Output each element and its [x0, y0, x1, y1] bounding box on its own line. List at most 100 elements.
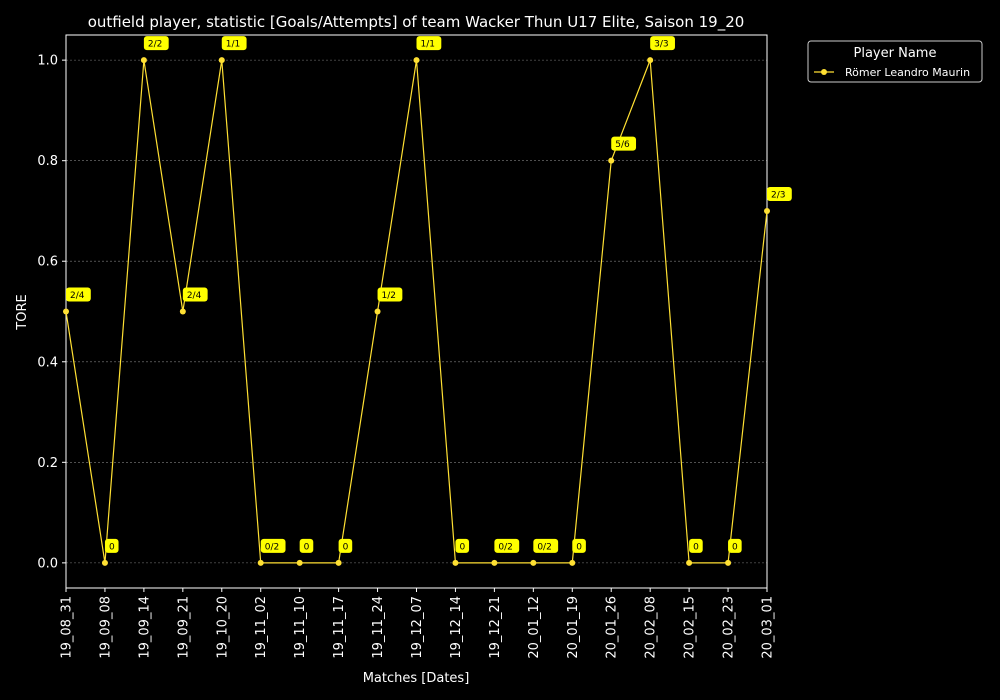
x-tick-label: 19_12_21 [488, 596, 503, 659]
data-label-text: 2/4 [187, 291, 202, 301]
data-label-box [66, 287, 91, 302]
data-label-box [572, 538, 586, 553]
x-tick-label: 20_03_01 [761, 596, 776, 659]
data-label: 5/6 [611, 136, 637, 151]
legend-box [807, 40, 983, 83]
data-label: 0 [455, 538, 470, 553]
y-axis: 0.0 0.2 0.4 0.6 0.8 1.0 [37, 54, 66, 571]
x-tick-label: 19_10_20 [215, 596, 230, 659]
chart-title: outfield player, statistic [Goals/Attemp… [88, 13, 745, 32]
data-label-text: 1/1 [226, 40, 240, 50]
data-label: 0 [338, 538, 353, 553]
data-label-box [650, 36, 675, 51]
data-label-box [143, 36, 169, 51]
annotation-layer: 2/4 0 2/2 2/4 1/1 0/2 0 0 1/2 1/1 0 0/2 0/2 0 5/6 3/3 0 0… [66, 36, 792, 553]
data-label-text: 0 [459, 542, 465, 552]
data-point [686, 559, 693, 566]
data-label-box [182, 287, 208, 302]
x-tick-label: 20_02_15 [683, 596, 698, 659]
data-label: 1/2 [377, 287, 403, 302]
data-point [764, 207, 770, 214]
x-tick-label: 19_11_02 [254, 596, 269, 659]
data-label-box [260, 538, 286, 553]
data-label: 1/1 [221, 36, 247, 51]
y-tick-label: 0.6 [37, 255, 58, 270]
data-label-text: 0 [732, 542, 738, 552]
data-point [452, 559, 459, 566]
data-label-box [338, 538, 353, 553]
data-label: 2/4 [182, 287, 208, 302]
data-point [608, 157, 615, 164]
data-label-text: 2/2 [148, 40, 162, 50]
data-label-text: 0/2 [498, 542, 512, 552]
data-point [569, 559, 576, 566]
x-tick-label: 20_01_12 [527, 596, 542, 659]
data-point [218, 57, 225, 64]
data-label: 2/2 [143, 36, 169, 51]
data-label: 0 [689, 538, 703, 553]
x-axis-label: Matches [Dates] [363, 671, 470, 686]
data-label-box [533, 538, 559, 553]
data-label: 2/3 [767, 186, 792, 201]
data-label-text: 0/2 [265, 542, 279, 552]
x-tick-label: 19_09_08 [98, 596, 113, 659]
data-label-text: 2/4 [70, 291, 85, 301]
series-line [65, 59, 768, 564]
data-point [374, 308, 381, 315]
data-point [335, 559, 342, 566]
x-tick-label: 19_08_31 [60, 596, 75, 659]
data-point [491, 559, 498, 566]
data-label-box [104, 538, 119, 553]
x-tick-label: 20_02_08 [644, 596, 659, 659]
data-label: 0 [572, 538, 586, 553]
data-label-text: 1/1 [421, 40, 435, 50]
data-point [63, 308, 69, 315]
data-label: 0/2 [533, 538, 559, 553]
data-label-box [377, 287, 403, 302]
legend-series-name: Römer Leandro Maurin [845, 66, 970, 79]
x-tick-label: 19_11_10 [293, 596, 308, 659]
data-point [101, 559, 108, 566]
y-tick-label: 0.0 [37, 556, 58, 571]
data-label-text: 0/2 [537, 542, 551, 552]
grid-layer [66, 59, 767, 564]
data-point [413, 57, 420, 64]
y-tick-label: 1.0 [37, 54, 58, 69]
y-axis-label: TORE [15, 294, 30, 330]
legend-title: Player Name [854, 46, 937, 61]
data-label-box [494, 538, 520, 553]
data-label: 0/2 [494, 538, 520, 553]
data-label-text: 3/3 [654, 40, 668, 50]
y-tick-label: 0.4 [37, 355, 58, 370]
data-label: 0 [728, 538, 742, 553]
data-label-text: 1/2 [382, 291, 396, 301]
data-label-text: 5/6 [615, 140, 630, 150]
data-label-text: 0 [109, 542, 115, 552]
x-tick-label: 19_12_14 [449, 596, 464, 659]
x-axis: 19_08_31 19_09_08 19_09_14 19_09_21 19_10_20… [60, 588, 776, 659]
data-point [647, 57, 654, 64]
x-tick-label: 20_01_19 [566, 596, 581, 659]
data-point [179, 308, 186, 315]
data-label: 0 [299, 538, 314, 553]
data-point [296, 559, 303, 566]
data-label-text: 0 [693, 542, 699, 552]
series-layer [63, 57, 770, 566]
data-point [257, 559, 264, 566]
data-label-text: 0 [576, 542, 582, 552]
data-label-box [611, 136, 637, 151]
y-tick-label: 0.8 [37, 154, 58, 169]
data-point [140, 57, 147, 64]
x-tick-label: 19_11_17 [332, 596, 347, 659]
data-label-box [455, 538, 470, 553]
plot-frame [65, 34, 768, 589]
data-label-text: 2/3 [771, 190, 785, 200]
data-point [725, 559, 732, 566]
data-label-text: 0 [343, 542, 349, 552]
legend-series-marker [821, 69, 827, 75]
data-label-box [767, 186, 792, 201]
data-label: 1/1 [416, 36, 442, 51]
data-label-box [221, 36, 247, 51]
data-label-box [689, 538, 703, 553]
